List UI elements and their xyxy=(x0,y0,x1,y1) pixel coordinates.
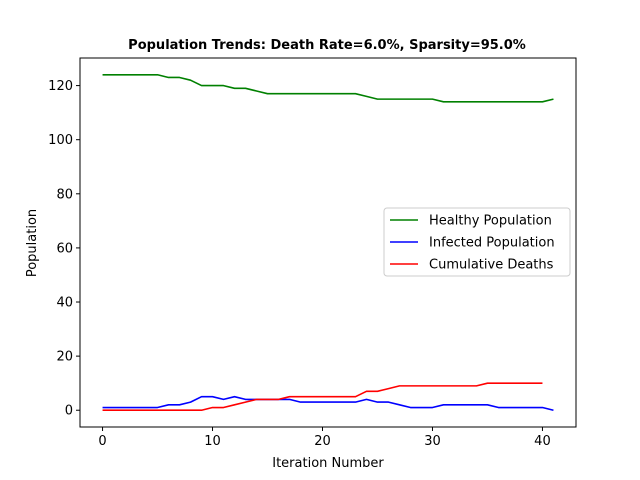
legend-frame xyxy=(383,207,571,277)
y-tick-label: 120 xyxy=(48,79,73,94)
series-line-infected-population xyxy=(102,395,554,412)
y-tick-label: 100 xyxy=(48,133,73,148)
x-tick-label: 20 xyxy=(314,434,331,449)
chart-title: Population Trends: Death Rate=6.0%, Spar… xyxy=(128,38,526,53)
legend: Healthy Population Infected Population Cum… xyxy=(383,207,571,277)
legend-label: Infected Population xyxy=(429,236,555,251)
series-line-healthy-population xyxy=(102,73,554,103)
y-tick-label: 0 xyxy=(65,404,73,419)
legend-items: Healthy Population Infected Population Cum… xyxy=(390,214,555,273)
x-axis-ticks: 0 10 20 30 40 xyxy=(98,427,551,449)
x-tick-label: 40 xyxy=(534,434,551,449)
x-tick-label: 10 xyxy=(204,434,221,449)
plot-area: 0 10 20 30 40 0 20 40 60 80 100 120 xyxy=(48,57,577,449)
x-axis-label: Iteration Number xyxy=(272,456,384,471)
x-tick-label: 0 xyxy=(98,434,106,449)
plot-frame xyxy=(79,57,577,428)
series-layer xyxy=(102,73,554,412)
legend-label: Healthy Population xyxy=(429,214,552,229)
y-tick-label: 40 xyxy=(56,296,73,311)
y-axis-ticks: 0 20 40 60 80 100 120 xyxy=(48,79,80,419)
y-axis-label: Population xyxy=(25,209,40,277)
y-tick-label: 20 xyxy=(56,350,73,365)
y-tick-label: 60 xyxy=(56,241,73,256)
y-tick-label: 80 xyxy=(56,187,73,202)
x-tick-label: 30 xyxy=(424,434,441,449)
legend-label: Cumulative Deaths xyxy=(429,258,554,273)
series-line-cumulative-deaths xyxy=(102,382,543,412)
